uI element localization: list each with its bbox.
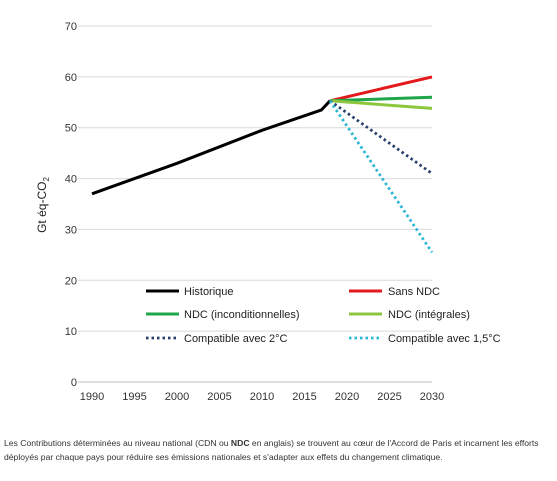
y-tick-label: 50	[65, 123, 77, 135]
x-tick-label: 1990	[80, 391, 104, 400]
series-line-4	[329, 99, 433, 175]
x-tick-label: 2000	[165, 391, 189, 400]
y-tick-label: 60	[65, 72, 77, 84]
legend-label-0: Historique	[184, 286, 234, 298]
series-line-3	[329, 99, 433, 110]
legend-label-4: Compatible avec 2°C	[184, 333, 288, 345]
series-line-1	[329, 75, 433, 103]
x-tick-label: 2030	[420, 391, 444, 400]
y-axis-label: Gt éq-CO2	[35, 177, 51, 233]
x-tick-label: 2025	[377, 391, 401, 400]
series-line-0	[91, 99, 332, 196]
y-axis-label-subscript: 2	[42, 177, 51, 182]
x-tick-label: 2020	[335, 391, 359, 400]
y-tick-label: 10	[65, 326, 77, 338]
y-axis-ticks: 0 10 20 30 40 50 60 70	[65, 21, 77, 389]
x-tick-label: 2005	[207, 391, 231, 400]
x-axis-ticks: 1990 1995 2000 2005 2010 2015 2020 2025 2030	[80, 391, 444, 400]
y-tick-label: 40	[65, 174, 77, 186]
y-tick-label: 30	[65, 224, 77, 236]
y-axis-label-main: Gt éq-CO	[35, 182, 49, 233]
legend-label-2: NDC (inconditionnelles)	[184, 309, 300, 321]
x-tick-label: 1995	[122, 391, 146, 400]
y-tick-label: 70	[65, 21, 77, 33]
y-tick-label: 20	[65, 275, 77, 287]
legend: Historique Sans NDC NDC (inconditionnelles…	[146, 286, 501, 345]
legend-label-1: Sans NDC	[388, 286, 440, 298]
series-line-2	[329, 95, 433, 103]
caption: Les Contributions déterminées au niveau …	[4, 436, 552, 464]
legend-label-5: Compatible avec 1,5°C	[388, 333, 501, 345]
caption-text-2: en anglais) se trouvent au cœur de l'Acc…	[4, 438, 539, 462]
series-lines	[91, 75, 434, 254]
caption-bold: NDC	[230, 438, 250, 448]
caption-text-1: Les Contributions déterminées au niveau …	[4, 438, 231, 448]
y-tick-label: 0	[71, 377, 77, 389]
x-tick-label: 2010	[250, 391, 274, 400]
x-tick-label: 2015	[292, 391, 316, 400]
legend-label-3: NDC (intégrales)	[388, 309, 470, 321]
